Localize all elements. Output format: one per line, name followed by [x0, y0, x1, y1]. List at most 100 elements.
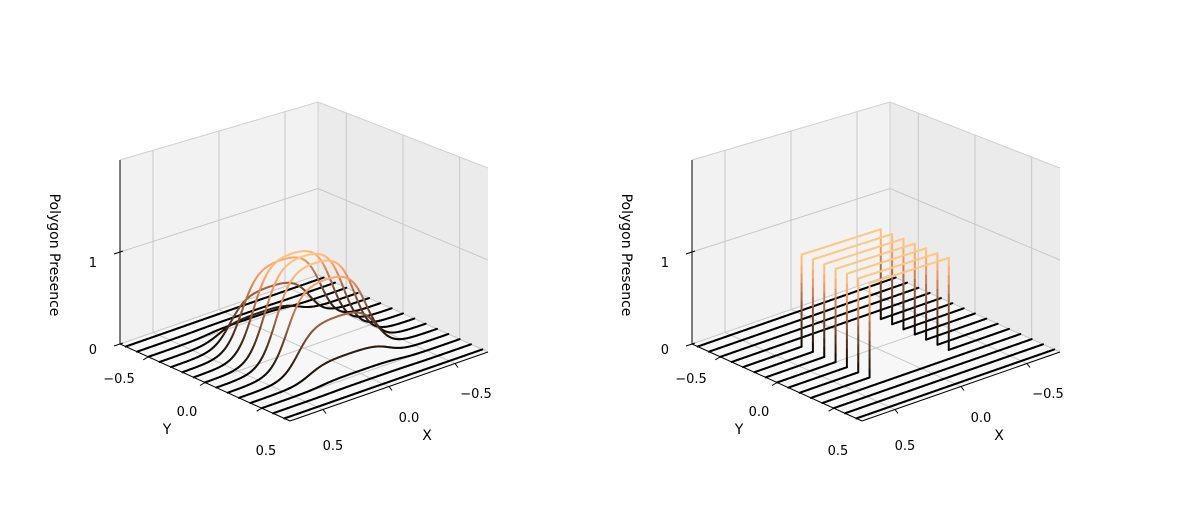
profile-line	[192, 250, 393, 379]
x-tick	[322, 409, 327, 414]
profile-line	[844, 343, 1044, 415]
x-tick-label: 0.5	[895, 439, 916, 454]
z-tick-label: 0	[89, 343, 97, 358]
profile-line	[764, 237, 965, 379]
x-axis-label: X	[422, 428, 432, 444]
x-tick-label: 0.5	[323, 439, 344, 454]
line-segment	[1017, 333, 1022, 336]
grid-line	[691, 188, 891, 253]
y-axis-label: Y	[162, 422, 172, 438]
y-tick-label: 0.0	[177, 405, 198, 420]
line-segment	[1040, 343, 1044, 346]
right-3d-plot: 0 1 −0.5 0.0 0.5 −0.5 0.0 0.5 Polygon Pr…	[618, 101, 1064, 459]
pane-edge	[119, 101, 489, 169]
line-segment	[389, 307, 393, 310]
line-segment	[915, 286, 920, 290]
axes-panes	[692, 102, 1060, 421]
x-tick	[1026, 363, 1031, 368]
y-tick-label: −0.5	[675, 372, 707, 387]
profile-line	[730, 291, 931, 363]
profile-line	[810, 256, 1010, 399]
z-tick	[685, 250, 696, 255]
z-axis-label: Polygon Presence	[46, 194, 62, 317]
x-tick	[454, 363, 459, 368]
grid-line	[204, 313, 404, 383]
z-tick-label: 1	[89, 256, 97, 271]
x-tick	[894, 409, 899, 414]
line-segment	[445, 333, 450, 336]
line-segment	[904, 281, 908, 285]
profile-lines	[124, 250, 484, 420]
tick-marks	[113, 250, 459, 414]
line-segment	[479, 348, 484, 352]
line-segment	[1029, 338, 1033, 341]
line-segment	[332, 281, 336, 285]
x-tick-label: 0.0	[971, 411, 992, 426]
y-tick	[715, 356, 721, 361]
grid-line	[119, 188, 319, 253]
grid-line	[317, 188, 489, 261]
line-segment	[355, 291, 359, 295]
axes-panes	[120, 102, 488, 421]
x-tick	[960, 386, 965, 391]
pane-edge	[691, 101, 1061, 169]
line-segment	[995, 322, 999, 326]
x-tick-label: 0.0	[399, 411, 420, 426]
left-3d-plot: 0 1 −0.5 0.0 0.5 −0.5 0.0 0.5 Polygon Pr…	[46, 101, 492, 459]
y-tick-label: 0.5	[256, 444, 277, 459]
x-tick	[388, 386, 393, 391]
profile-line	[249, 333, 450, 405]
profile-line	[821, 333, 1022, 405]
y-tick	[256, 407, 262, 412]
grid-line	[691, 274, 891, 345]
line-segment	[972, 312, 976, 316]
profile-line	[272, 343, 472, 415]
profile-line	[204, 252, 404, 384]
y-tick-label: −0.5	[103, 372, 135, 387]
line-segment	[434, 327, 438, 331]
line-segment	[321, 276, 325, 280]
y-tick-label: 0.5	[828, 444, 849, 459]
line-segment	[961, 307, 965, 310]
x-axis-label: X	[994, 428, 1004, 444]
line-segment	[938, 297, 942, 300]
line-segment	[343, 286, 348, 290]
z-tick	[113, 342, 124, 347]
y-tick-label: 0.0	[749, 405, 770, 420]
x-tick-label: −0.5	[1032, 387, 1064, 402]
y-tick	[771, 382, 778, 386]
profile-line	[787, 247, 988, 389]
grid-line	[889, 188, 1061, 261]
line-segment	[423, 322, 427, 326]
profile-line	[260, 338, 461, 410]
z-tick-label: 0	[661, 343, 669, 358]
z-tick-label: 1	[661, 256, 669, 271]
y-tick	[143, 356, 149, 361]
line-segment	[927, 291, 931, 295]
grid-line	[119, 274, 319, 345]
z-axis-label: Polygon Presence	[618, 194, 634, 317]
profile-line	[832, 338, 1033, 410]
line-segment	[893, 276, 897, 280]
x-tick-label: −0.5	[460, 387, 492, 402]
z-tick	[113, 250, 124, 255]
profile-line	[798, 252, 999, 394]
y-tick	[199, 382, 206, 386]
line-segment	[949, 302, 954, 305]
line-segment	[457, 338, 461, 341]
line-segment	[366, 297, 370, 300]
y-tick	[828, 407, 834, 412]
tick-marks	[685, 250, 1031, 414]
line-segment	[377, 302, 382, 305]
z-tick	[685, 342, 696, 347]
profile-line	[238, 311, 438, 399]
profile-line	[708, 281, 908, 353]
profile-line	[855, 348, 1056, 420]
line-segment	[1006, 327, 1010, 331]
profile-line	[283, 348, 484, 420]
profile-line	[170, 281, 370, 369]
line-segment	[468, 343, 472, 346]
y-axis-label: Y	[734, 422, 744, 438]
profile-line	[776, 242, 976, 384]
